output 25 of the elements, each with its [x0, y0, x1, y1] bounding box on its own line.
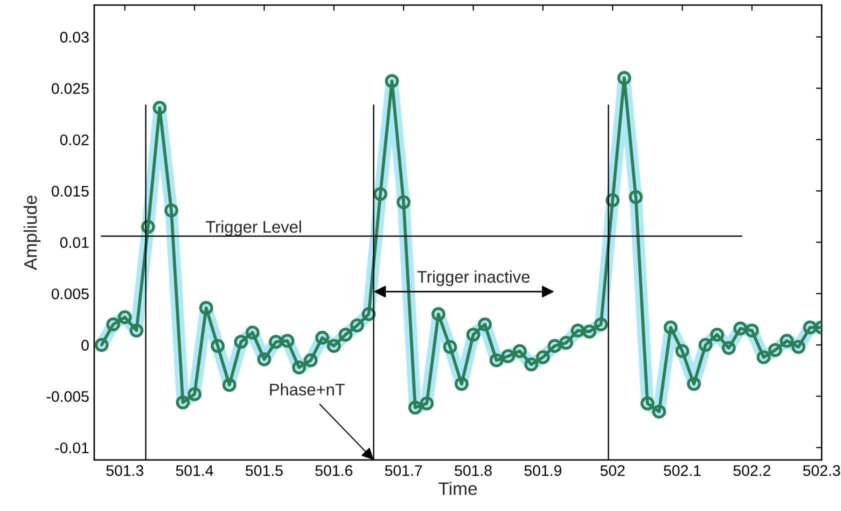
x-tick-label: 501.7	[385, 465, 422, 476]
x-tick-label: 502.2	[733, 465, 770, 476]
y-tick-label: 0.03	[60, 32, 89, 43]
x-tick-label: 501.5	[246, 465, 283, 476]
x-tick-label: 501.4	[176, 465, 214, 476]
y-tick-label: 0.02	[60, 134, 89, 146]
y-tick-label: 0	[81, 340, 89, 351]
x-tick-label: 502.3	[803, 465, 840, 476]
x-tick-label: 501.6	[315, 465, 352, 476]
x-tick-label: 501.3	[106, 465, 144, 476]
y-tick-label: 0.005	[52, 288, 89, 300]
x-axis-title: Time	[438, 482, 477, 496]
y-tick-label: 0.025	[52, 83, 89, 94]
y-tick-label: 0.015	[52, 186, 89, 197]
y-tick-label: -0.005	[46, 391, 89, 402]
annotation: Trigger Level	[206, 220, 301, 236]
annotation: Trigger inactive	[417, 270, 530, 286]
x-tick-label: 501.8	[454, 465, 492, 476]
y-tick-label: -0.01	[55, 442, 89, 454]
y-tick-label: 0.01	[60, 237, 89, 248]
x-tick-label: 502.1	[664, 465, 701, 476]
x-tick-label: 501.9	[524, 465, 562, 476]
y-axis-title: Ampliude	[24, 196, 40, 270]
annotation: Phase+nT	[270, 383, 345, 396]
x-tick-label: 502	[600, 465, 625, 476]
